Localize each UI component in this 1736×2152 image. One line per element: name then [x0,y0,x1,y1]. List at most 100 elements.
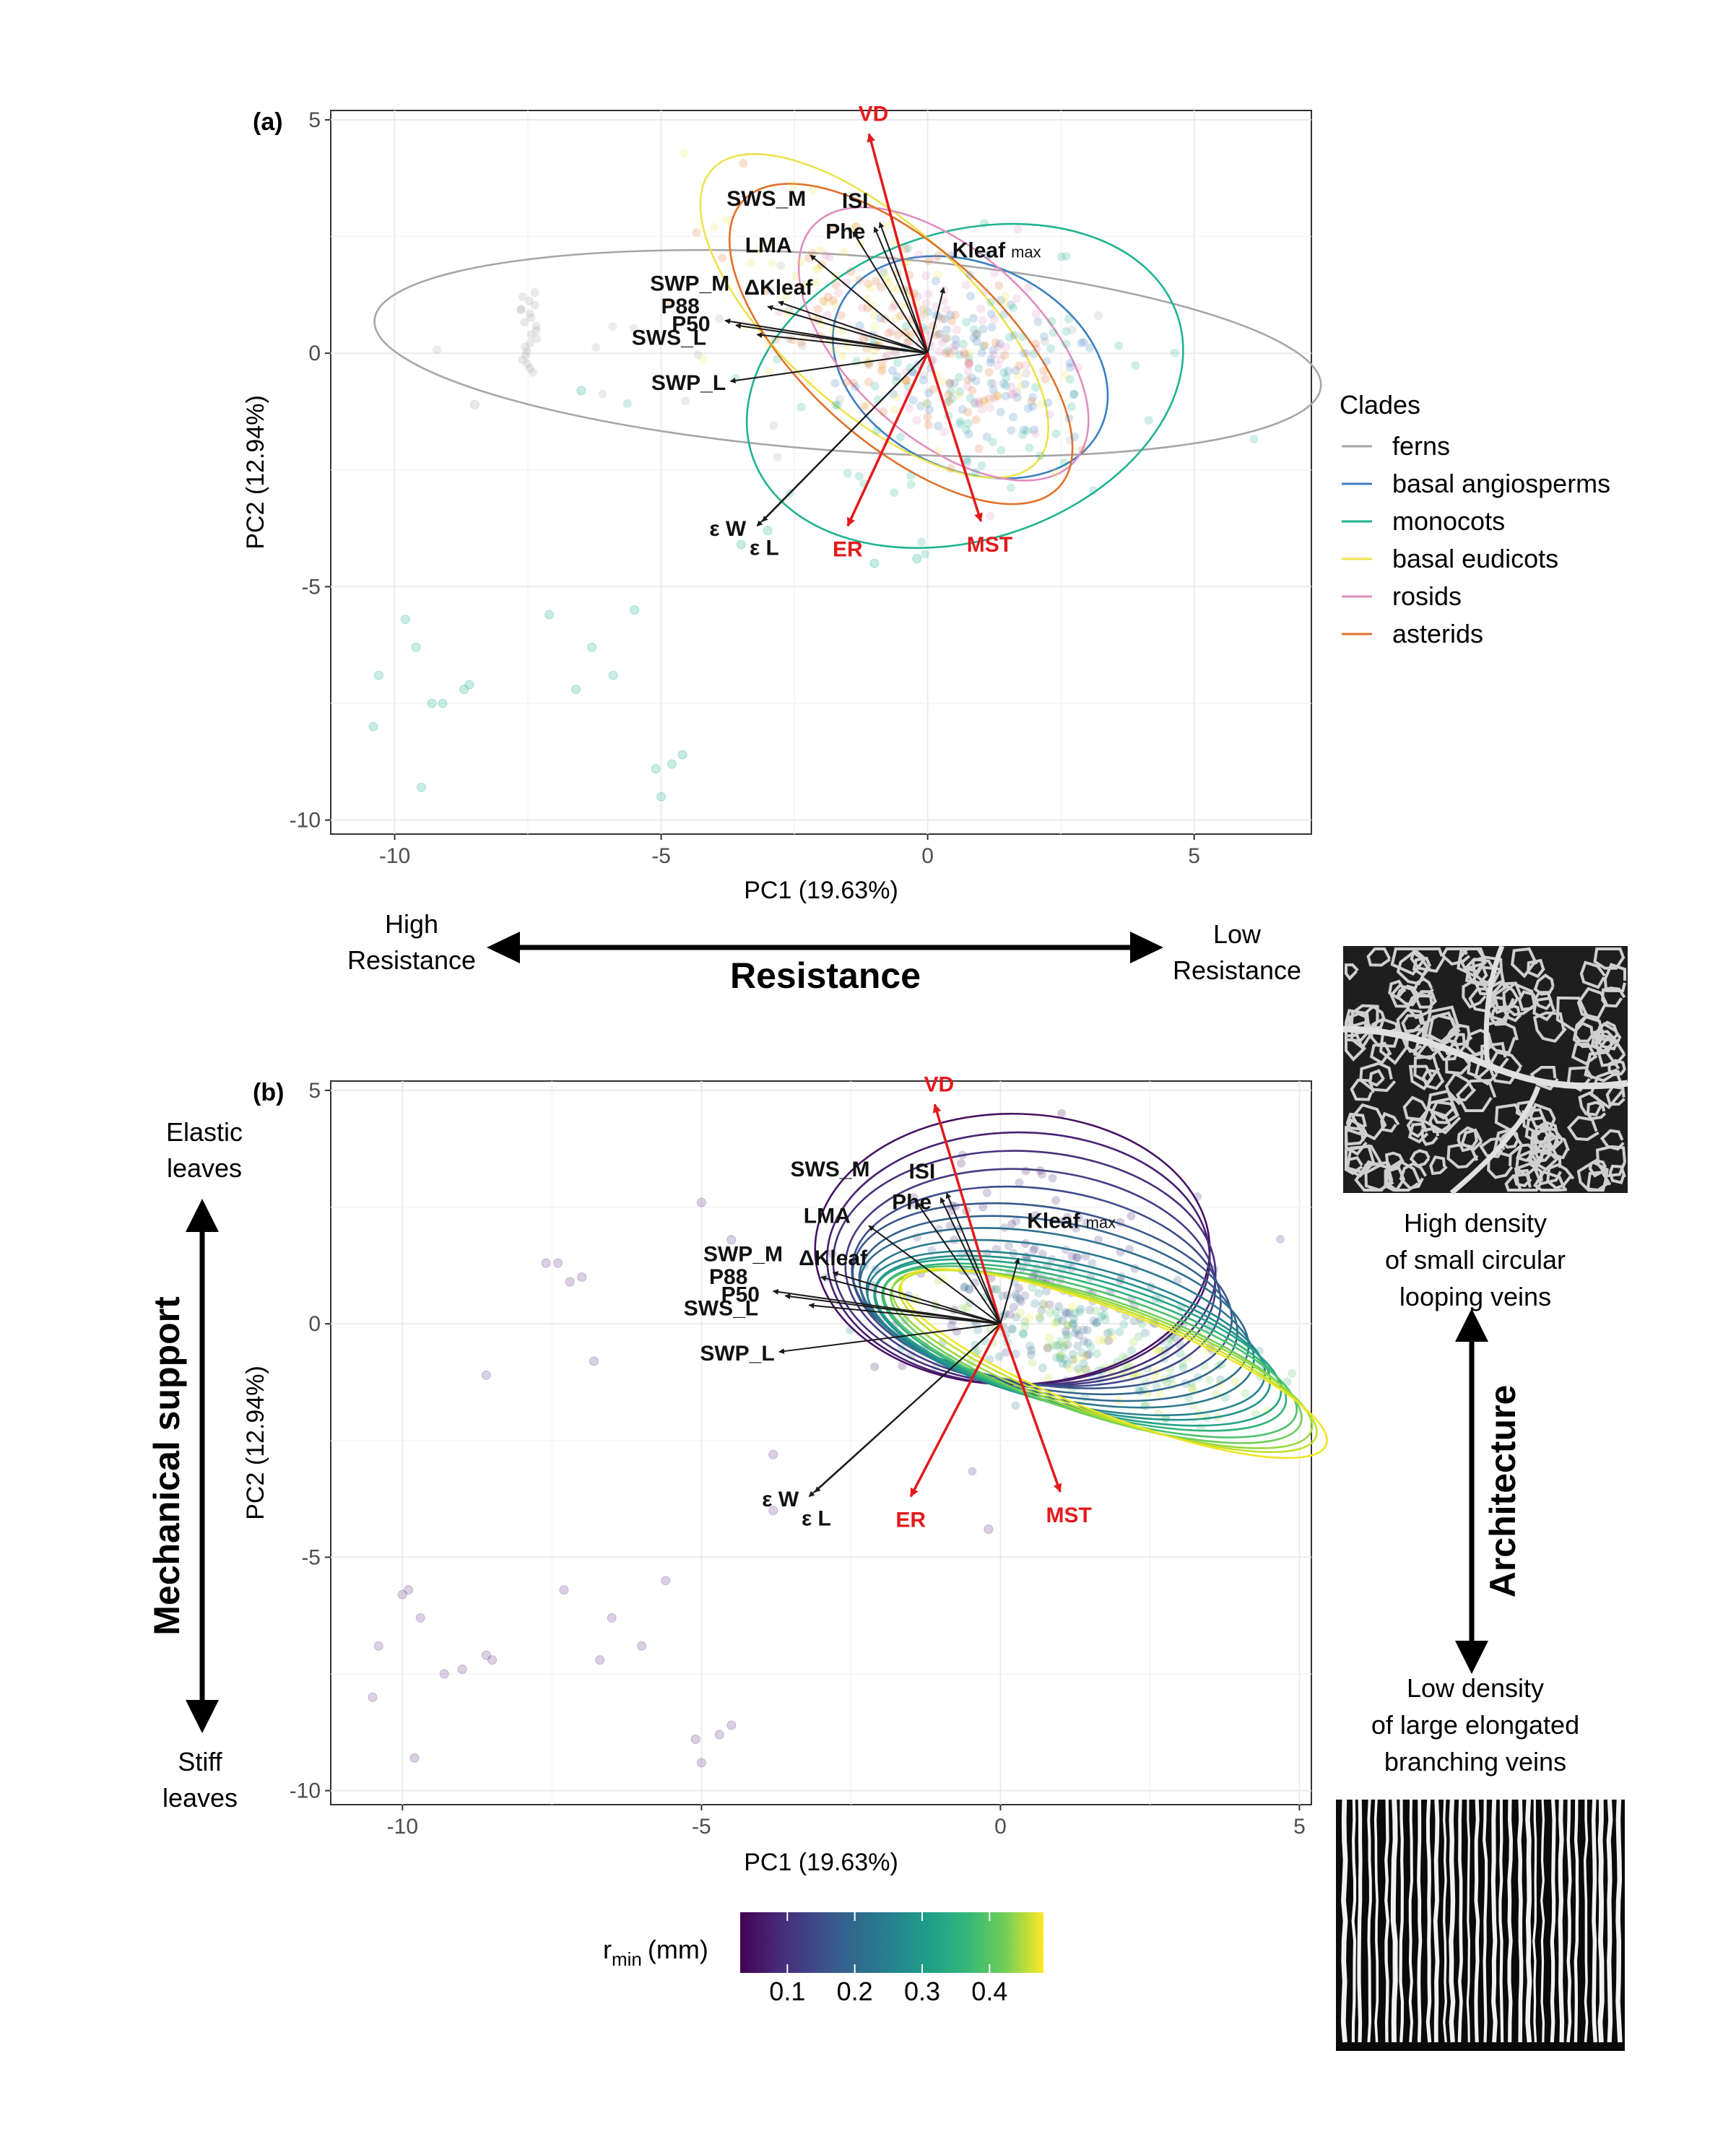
cloud-point [980,219,989,228]
cloud-point [869,347,879,356]
cloud-point [924,420,933,430]
cloud-point [914,251,924,260]
cloud-point [1067,402,1076,412]
cloud-point [900,244,910,253]
confidence-ellipse [891,1268,1314,1449]
cloud-point [977,461,986,470]
cloud-point [916,402,926,411]
cloud-point [887,366,897,376]
vein-loop [1380,1111,1400,1133]
cloud-point [892,313,901,323]
legend-entry-label: asterids [1392,619,1483,648]
y-tick-label: 5 [308,1079,321,1103]
mechanical-arrow-bottom-head [186,1700,219,1733]
cloud-point [996,355,1005,364]
cloud-point [986,378,996,388]
vector-label: SWS_L [684,1296,758,1320]
clade-legend: Clades ferns basal angiosperms monocots bas… [1340,390,1610,648]
cloud-point [829,225,838,235]
cloud-point [939,286,949,295]
cloud-point [946,464,955,473]
low-density-label: Low density of large elongated branching v… [1371,1673,1579,1776]
cloud-point [1150,1372,1160,1381]
loading-vector [808,1302,1001,1325]
cloud-point [1058,1316,1067,1325]
panel-a-x-axis-title: PC1 (19.63%) [744,877,898,904]
text-line: Low density [1407,1673,1544,1703]
vector-label: SWS_L [632,326,706,350]
data-point [526,313,536,323]
vein-loop [1492,981,1522,1010]
cloud-point [971,468,980,477]
cloud-point [1069,1309,1079,1318]
cloud-point [1082,1325,1092,1335]
cloud-point [1039,332,1049,342]
cloud-point [872,277,881,286]
x-tick-label: 0 [921,844,934,868]
cloud-point [1068,1320,1077,1329]
loading-vector [784,1293,1001,1325]
cloud-point [1062,252,1071,261]
cloud-point [1007,1324,1017,1334]
cloud-point [1062,370,1071,380]
data-point [714,1730,724,1740]
cloud-point [963,457,972,467]
vein-loop [1487,1150,1514,1179]
cloud-point [1063,1340,1072,1350]
cloud-point [851,222,861,231]
vein-loop [1408,1064,1433,1090]
cloud-point [913,292,923,301]
vein-loop [1457,1126,1479,1153]
colorbar-ticks: 0.1 0.2 0.3 0.4 [769,1912,1007,2006]
cloud-point [840,247,849,256]
cloud-point [1056,252,1066,261]
cloud-point [940,334,950,344]
vein-loop [1590,1030,1618,1053]
cloud-point [1080,338,1089,347]
cloud-point [1020,1322,1030,1332]
cloud-point [1001,292,1010,301]
cloud-point [1007,1220,1017,1229]
cloud-point [680,396,690,406]
cloud-point [1100,1311,1109,1320]
cloud-point [591,343,601,352]
cloud-point [1038,1299,1048,1309]
data-point [520,317,529,326]
parallel-vein [1384,1799,1389,2043]
loading-vector [808,1323,1002,1498]
cloud-point [999,1311,1008,1321]
cloud-point [985,394,994,404]
cloud-point [1064,414,1074,423]
cloud-point [877,366,886,376]
cloud-point [1030,425,1039,435]
vein-loop [1430,1100,1459,1124]
cloud-point [885,277,894,287]
cloud-point [955,417,965,426]
panel-b-loading-vectors: VD ISI Phe Kleaf max SWS_M LMA ΔKleaf SWP_MP88P5… [684,1072,1116,1532]
cloud-point [903,257,912,266]
cloud-point [1073,363,1082,373]
data-point [656,791,667,802]
vein-loop [1428,1011,1461,1045]
parallel-vein [1443,1799,1447,2043]
cloud-point [963,407,973,417]
cloud-point [1103,1328,1112,1337]
cloud-point [969,325,978,334]
vein-loop [1584,1051,1620,1082]
vein-loop [1600,1129,1625,1151]
cloud-point [1045,409,1054,419]
cloud-point [919,305,928,314]
cloud-point [1085,343,1094,352]
vein-loop [1368,1069,1385,1087]
high-density-label: High density of small circular looping vei… [1385,1208,1566,1311]
y-tick-label: -10 [290,1779,321,1803]
cloud-point [1052,1341,1062,1350]
cloud-point [781,292,791,301]
panel-a-ellipses [373,153,1322,550]
cloud-point [1036,1314,1045,1323]
cloud-point [924,289,933,298]
cloud-point [1030,339,1040,348]
cloud-point [1016,1297,1025,1306]
cloud-point [1063,1320,1072,1329]
parallel-vein [1474,1799,1480,2043]
